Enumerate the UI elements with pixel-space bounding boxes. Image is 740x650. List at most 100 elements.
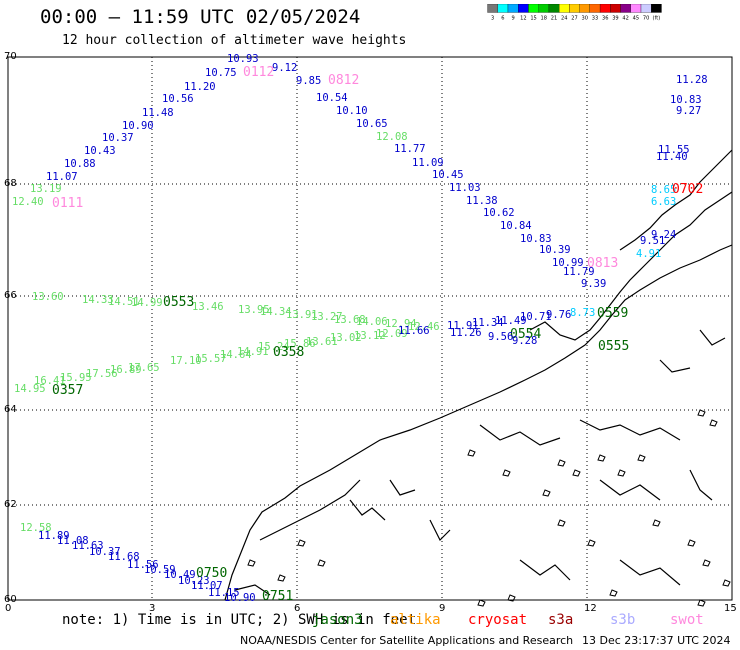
- track-time-label: 0813: [587, 256, 618, 271]
- colorbar-label: 70: [643, 15, 649, 21]
- wave-height-label: 16.89: [110, 364, 142, 376]
- colorbar-label: 45: [633, 15, 639, 21]
- wave-height-label: 16.41: [34, 375, 66, 387]
- wave-height-label: 10.83: [520, 233, 552, 245]
- coastline-segment: [579, 419, 681, 441]
- colorbar-label: 18: [541, 15, 547, 21]
- island-outline: [477, 599, 486, 607]
- wave-height-colorbar: 3 6 9 12 15 18 21 24 27 30 33 36 39 42 45 70 (ft): [487, 4, 662, 21]
- wave-height-label: 11.09: [412, 157, 444, 169]
- wave-height-label: 10.10: [336, 105, 368, 117]
- wave-height-label: 10.56: [162, 93, 194, 105]
- wave-height-label: 10.90: [122, 120, 154, 132]
- track-0813: 0813: [587, 256, 618, 271]
- wave-height-label: 14.51: [108, 296, 140, 308]
- colorbar-label: 39: [612, 15, 618, 21]
- colorbar-label: 6: [501, 15, 504, 21]
- wave-height-label: 12.08: [376, 131, 408, 143]
- track-0751: 0751: [262, 589, 293, 604]
- wave-height-label: 11.66: [398, 325, 430, 337]
- track-time-label: 0702: [672, 182, 703, 197]
- wave-height-label: 9.24: [651, 229, 676, 241]
- track-0555: 0555: [598, 339, 629, 354]
- island-outline: [697, 599, 706, 607]
- wave-height-label: 11.56: [127, 559, 159, 571]
- track-time-label: 0751: [262, 589, 293, 604]
- y-tick-label: 64: [4, 404, 17, 415]
- track-0357: 0357: [52, 383, 83, 398]
- wave-height-label: 11.89: [38, 530, 70, 542]
- wave-height-label: 15.95: [60, 372, 92, 384]
- wave-height-label: 11.63: [72, 540, 104, 552]
- island-outline: [617, 469, 626, 477]
- coastline-segment: [479, 424, 561, 446]
- wave-height-label: 10.37: [102, 132, 134, 144]
- wave-height-label: 11.48: [142, 107, 174, 119]
- track-0559: 0559: [597, 306, 628, 321]
- wave-height-label: 14.91: [237, 346, 269, 358]
- wave-height-label: 13.61: [306, 336, 338, 348]
- island-outline: [637, 454, 646, 462]
- colorbar-label: (ft): [653, 15, 661, 21]
- wave-height-label: 9.76: [546, 309, 571, 321]
- wave-height-label: 14.34: [260, 306, 292, 318]
- wave-height-label: 13.60: [32, 291, 64, 303]
- colorbar-label: 15: [530, 15, 536, 21]
- island-outline: [502, 469, 511, 477]
- wave-height-label: 9.85: [296, 75, 321, 87]
- wave-height-label: 10.84: [500, 220, 532, 232]
- wave-height-label: 14.33: [82, 294, 114, 306]
- coastline-segment: [619, 559, 681, 586]
- legend-item-jason3: jason3: [312, 612, 363, 628]
- wave-height-label: 14.95: [14, 383, 46, 395]
- wave-height-label: 12.40: [12, 196, 44, 208]
- wave-height-label: 12.58: [20, 522, 52, 534]
- wave-height-label: 10.90: [224, 592, 256, 604]
- wave-height-label: 8.73: [570, 307, 595, 319]
- wave-height-label: 9.56: [488, 331, 513, 343]
- x-tick-label: 9: [439, 603, 446, 614]
- page-subtitle: 12 hour collection of altimeter wave hei…: [62, 33, 407, 48]
- colorbar-label: 3: [491, 15, 494, 21]
- island-outline: [709, 419, 718, 427]
- wave-height-label: 12.46: [408, 321, 440, 333]
- island-outline: [317, 559, 326, 567]
- island-outline: [247, 559, 256, 567]
- y-tick-label: 68: [4, 178, 17, 189]
- colorbar-swatch: [651, 4, 662, 13]
- coastline-segment: [259, 479, 361, 541]
- coastline-segment: [349, 499, 386, 521]
- y-tick-label: 70: [4, 51, 17, 62]
- note-text: note: 1) Time is in UTC; 2) SWH is in fe…: [62, 612, 417, 628]
- legend-item-cryosat: cryosat: [468, 612, 528, 628]
- wave-height-label: 11.68: [108, 551, 140, 563]
- wave-height-label: 10.71: [520, 311, 552, 323]
- island-outline: [277, 574, 286, 582]
- wave-height-label: 11.20: [184, 81, 216, 93]
- legend-item-s3b: s3b: [610, 612, 636, 628]
- x-tick-label: 3: [149, 603, 156, 614]
- legend-item-swot: swot: [670, 612, 704, 628]
- wave-height-label: 9.12: [272, 62, 297, 74]
- wave-height-label: 11.08: [57, 535, 89, 547]
- wave-height-label: 13.19: [30, 183, 62, 195]
- coastline-segment: [389, 479, 416, 496]
- wave-height-label: 11.07: [46, 171, 78, 183]
- wave-height-label: 11.77: [394, 143, 426, 155]
- colorbar-label: 24: [561, 15, 567, 21]
- island-outline: [609, 589, 618, 597]
- coastline-segment: [519, 559, 571, 581]
- wave-height-label: 10.43: [84, 145, 116, 157]
- track-0554: 0554: [510, 327, 541, 342]
- wave-height-label: 10.83: [670, 94, 702, 106]
- colorbar-label: 30: [581, 15, 587, 21]
- coastline-segment: [619, 149, 733, 251]
- track-0812: 9.8510.5410.1010.6512.0811.7711.0910.451…: [296, 73, 606, 290]
- wave-height-label: 11.28: [676, 74, 708, 86]
- wave-height-label: 14.99: [131, 297, 163, 309]
- wave-height-label: 15.24: [258, 341, 290, 353]
- wave-height-label: 10.65: [356, 118, 388, 130]
- colorbar-label: 33: [592, 15, 598, 21]
- x-tick-label: 15: [724, 603, 737, 614]
